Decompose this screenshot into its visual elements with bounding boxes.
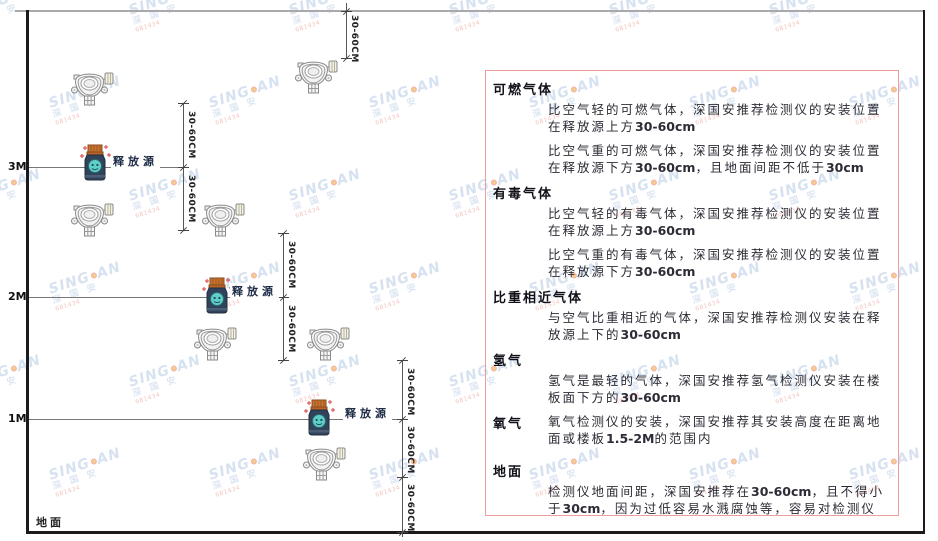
gas-detector-icon [199, 199, 245, 241]
section-paragraph: 比空气重的有毒气体，深国安推荐检测仪的安装位置在释放源下方30-60cm [548, 247, 882, 279]
section-title: 地面 [493, 465, 524, 480]
right-border-line [923, 10, 925, 533]
section-paragraph: 比空气重的可燃气体，深国安推荐检测仪的安装位置在释放源下方30-60cm，且地面… [548, 143, 882, 175]
dimension-value-label: 30-60CM [405, 368, 415, 416]
gas-detector-icon [300, 443, 346, 485]
level-line [29, 297, 283, 298]
section-paragraph: 比空气轻的可燃气体，深国安推荐检测仪的安装位置在释放源上方30-60cm [548, 102, 882, 134]
wall-height-label: 2M [8, 290, 27, 303]
release-source-icon [78, 143, 112, 187]
dimension-value-label: 30-60CM [405, 484, 415, 532]
section-title: 氢气 [493, 354, 524, 369]
ground-line [26, 531, 925, 534]
dimension-value-label: 30-60CM [186, 175, 196, 223]
ground-label: 地面 [36, 516, 64, 529]
section-title: 氧气 [493, 417, 524, 432]
release-source-icon [200, 276, 234, 320]
panel-section: 地面检测仪地面间距，深国安推荐在30-60cm，且不得小于30cm，因为过低容易… [491, 461, 890, 516]
installation-notes-panel: 可燃气体比空气轻的可燃气体，深国安推荐检测仪的安装位置在释放源上方30-60cm… [485, 70, 899, 516]
level-line [29, 167, 183, 168]
gas-detector-icon [292, 56, 338, 98]
release-source-label: 释放源 [230, 283, 279, 299]
panel-section: 比重相近气体与空气比重相近的气体，深国安推荐检测仪安装在释放源上下的30-60c… [491, 287, 890, 343]
dimension-value-label: 30-60CM [286, 305, 296, 353]
release-source-icon [302, 398, 336, 442]
release-source-label: 释放源 [343, 405, 392, 421]
dimension-value-label: 30-60CM [349, 15, 359, 63]
panel-section: 可燃气体比空气轻的可燃气体，深国安推荐检测仪的安装位置在释放源上方30-60cm… [491, 79, 890, 176]
wall-height-label: 1M [8, 412, 27, 425]
section-paragraph: 氢气是最轻的气体，深国安推荐氢气检测仪安装在楼板面下方的30-60cm [548, 373, 882, 405]
section-title: 有毒气体 [493, 187, 554, 202]
section-paragraph: 与空气比重相近的气体，深国安推荐检测仪安装在释放源上下的30-60cm [548, 310, 882, 342]
gas-detector-icon [304, 323, 350, 365]
panel-section: 氢气氢气是最轻的气体，深国安推荐氢气检测仪安装在楼板面下方的30-60cm [491, 350, 890, 406]
section-title: 可燃气体 [493, 83, 554, 98]
panel-section: 有毒气体比空气轻的有毒气体，深国安推荐检测仪的安装位置在释放源上方30-60cm… [491, 183, 890, 280]
level-line [29, 419, 402, 420]
release-source-label: 释放源 [111, 153, 160, 169]
wall-height-label: 3M [8, 160, 27, 173]
section-title: 比重相近气体 [493, 291, 584, 306]
gas-detector-icon [191, 323, 237, 365]
section-paragraph: 比空气轻的有毒气体，深国安推荐检测仪的安装位置在释放源上方30-60cm [548, 206, 882, 238]
gas-detector-icon [68, 199, 114, 241]
section-paragraph: 检测仪地面间距，深国安推荐在30-60cm，且不得小于30cm，因为过低容易水溅… [548, 484, 884, 516]
dimension-line [402, 360, 403, 537]
dimension-line [346, 3, 347, 58]
panel-section: 氧气 氧气检测仪的安装，深国安推荐其安装高度在距离地面或楼板1.5-2M的范围内 [491, 413, 890, 447]
section-paragraph: 氧气检测仪的安装，深国安推荐其安装高度在距离地面或楼板1.5-2M的范围内 [548, 414, 882, 446]
wall-line [26, 10, 29, 533]
dimension-value-label: 30-60CM [405, 426, 415, 474]
dimension-value-label: 30-60CM [186, 111, 196, 159]
ceiling-line [15, 10, 925, 12]
dimension-value-label: 30-60CM [286, 241, 296, 289]
gas-detector-icon [68, 68, 114, 110]
